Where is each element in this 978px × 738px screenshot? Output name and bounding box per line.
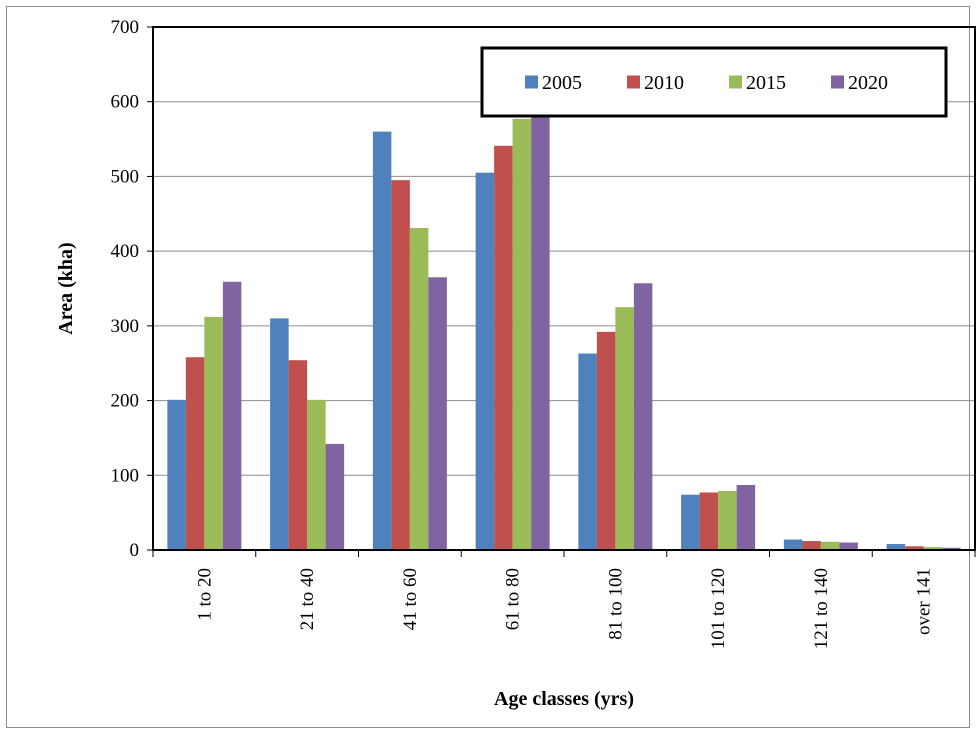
legend-swatch [627, 75, 640, 89]
bar [820, 541, 840, 550]
bar [409, 227, 429, 550]
bar [512, 118, 532, 551]
bar [923, 547, 943, 550]
bars [167, 110, 961, 551]
y-tick-label: 600 [111, 92, 140, 113]
x-tick-label: 61 to 80 [503, 568, 524, 630]
bar [633, 283, 653, 550]
bar [578, 353, 597, 550]
bar [494, 145, 513, 550]
y-tick-label: 0 [130, 540, 140, 561]
x-axis-ticks: 1 to 20 21 to 40 41 to 60 61 to 80 81 to 100… [152, 550, 976, 649]
bar [222, 281, 242, 550]
y-tick-label: 500 [111, 166, 140, 187]
y-tick-label: 700 [111, 17, 140, 38]
x-tick-label: 21 to 40 [297, 568, 318, 630]
y-tick-label: 100 [111, 465, 140, 486]
bar [428, 277, 447, 550]
x-tick-label: over 141 [914, 568, 935, 635]
legend-swatch [525, 75, 538, 89]
legend-label: 2020 [848, 72, 888, 94]
bar [531, 110, 550, 551]
x-tick-label: 121 to 140 [811, 568, 832, 649]
legend-label: 2015 [746, 72, 786, 94]
bar [596, 331, 616, 550]
bar [288, 360, 308, 550]
bar [718, 490, 737, 550]
legend-label: 2010 [644, 72, 684, 94]
bar [942, 547, 961, 550]
x-tick-label: 1 to 20 [194, 568, 215, 621]
legend-box [480, 46, 948, 118]
legend: 2005 2010 2015 2020 [480, 46, 948, 118]
bar [681, 494, 700, 550]
bar [270, 318, 289, 550]
bar [905, 546, 924, 550]
bar [307, 399, 326, 550]
x-axis-title: Age classes (yrs) [494, 688, 634, 710]
bar [167, 399, 186, 550]
bar [325, 443, 345, 550]
y-tick-label: 300 [111, 316, 140, 337]
y-tick-label: 400 [111, 241, 140, 262]
y-axis-ticks: 0 100 200 300 400 500 600 700 [111, 17, 153, 561]
bar [783, 539, 803, 550]
bar [736, 484, 756, 550]
x-tick-label: 101 to 120 [708, 568, 729, 649]
bar [839, 542, 858, 550]
y-axis-title: Area (kha) [55, 242, 77, 334]
x-tick-label: 41 to 60 [400, 568, 421, 630]
bar [886, 544, 906, 550]
bar [615, 307, 634, 550]
bar [699, 492, 719, 550]
bar [391, 180, 410, 550]
legend-label: 2005 [542, 72, 582, 94]
y-tick-label: 200 [111, 391, 140, 412]
bar [475, 172, 495, 550]
x-tick-label: 81 to 100 [605, 568, 626, 640]
bar [372, 131, 392, 550]
legend-swatch [729, 75, 742, 89]
bar [185, 357, 205, 550]
bar [802, 541, 821, 550]
bar [204, 316, 223, 550]
legend-swatch [831, 75, 844, 89]
